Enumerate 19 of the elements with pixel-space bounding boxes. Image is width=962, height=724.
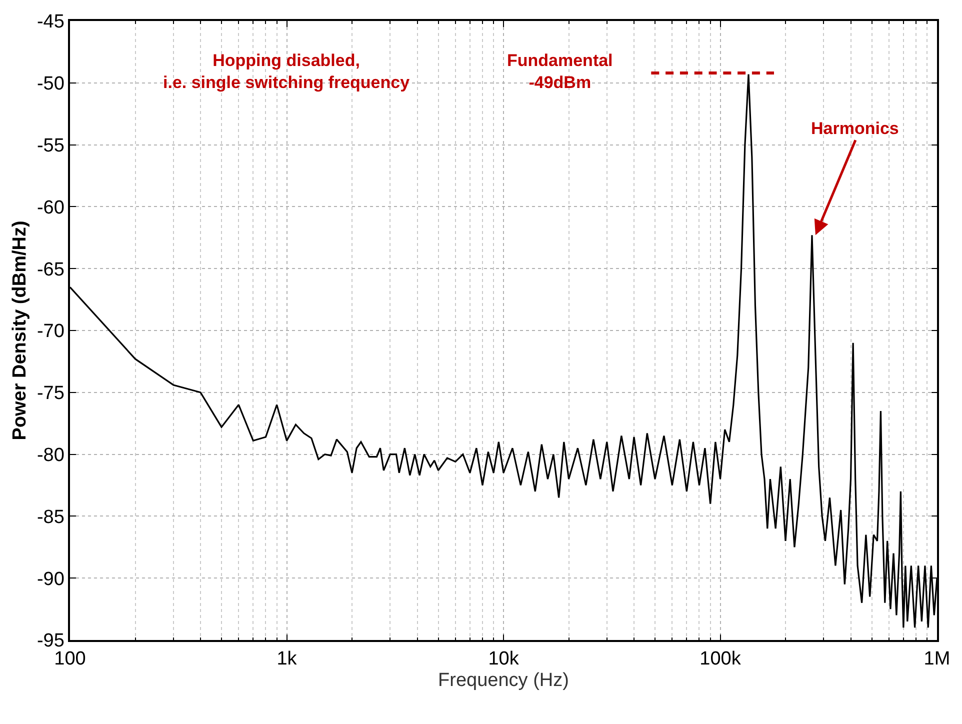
x-tick-label: 1k <box>276 648 298 670</box>
y-tick-label: -50 <box>36 74 64 95</box>
annotation: Hopping disabled, i.e. single switching frequency <box>163 51 410 92</box>
y-tick-label: -60 <box>36 197 64 218</box>
y-tick-label: -70 <box>36 321 64 342</box>
y-tick-label: -85 <box>36 506 64 528</box>
y-tick-label: -45 <box>36 12 64 33</box>
x-tick-label: 10k <box>488 648 520 670</box>
x-axis-title: Frequency (Hz) <box>438 670 569 691</box>
y-tick-label: -65 <box>36 259 64 280</box>
annotation: Fundamental -49dBm <box>507 51 613 92</box>
y-tick-label: -55 <box>36 135 64 156</box>
y-tick-label: -90 <box>36 568 64 590</box>
y-tick-label: -75 <box>36 383 64 404</box>
annotation: Harmonics <box>811 119 899 138</box>
x-tick-label: 1M <box>924 648 950 670</box>
y-axis-title: Power Density (dBm/Hz) <box>9 220 30 440</box>
y-tick-label: -80 <box>36 444 64 466</box>
x-tick-label: 100k <box>700 648 742 670</box>
